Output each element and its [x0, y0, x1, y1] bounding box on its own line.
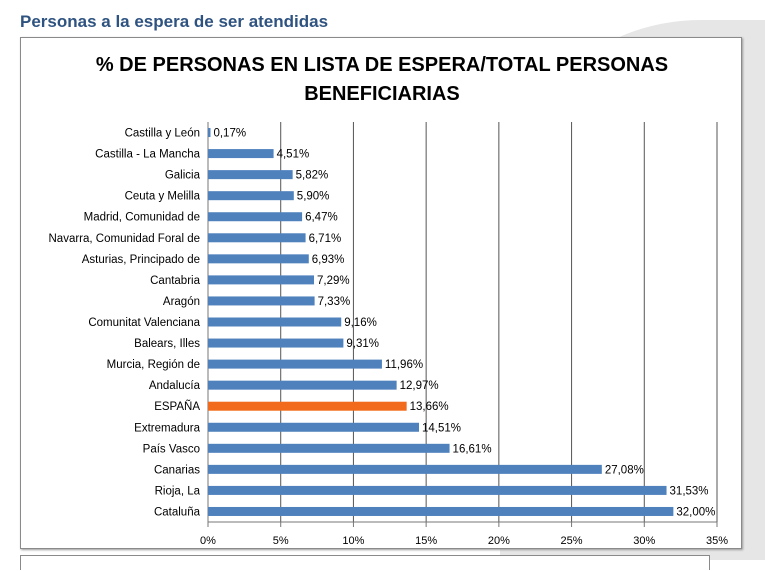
bar — [208, 233, 306, 243]
data-label: 7,29% — [317, 275, 350, 287]
category-label: Ceuta y Melilla — [125, 191, 201, 203]
data-label: 14,51% — [422, 422, 461, 434]
bar — [208, 170, 293, 180]
bar — [208, 254, 309, 264]
data-label: 6,93% — [312, 254, 345, 266]
bar — [208, 380, 397, 390]
data-label: 4,51% — [277, 149, 310, 161]
category-label: ESPAÑA — [154, 400, 200, 413]
data-label: 11,96% — [385, 359, 423, 371]
x-tick-label: 5% — [273, 535, 289, 547]
category-label: Aragón — [163, 296, 200, 308]
data-label: 6,47% — [305, 212, 338, 224]
bar — [208, 338, 344, 348]
x-tick-label: 0% — [200, 535, 216, 547]
category-label: Asturias, Principado de — [82, 254, 200, 266]
bar — [208, 128, 211, 138]
category-label: Madrid, Comunidad de — [84, 212, 200, 224]
bar — [208, 275, 315, 285]
data-label: 6,71% — [309, 233, 342, 245]
data-label: 32,00% — [676, 506, 715, 518]
bar — [208, 506, 674, 516]
bar — [208, 485, 667, 495]
x-tick-label: 20% — [488, 535, 510, 547]
bar — [208, 191, 294, 201]
x-tick-label: 30% — [633, 535, 655, 547]
bar — [208, 149, 274, 159]
category-label: Andalucía — [149, 380, 201, 392]
data-label: 13,66% — [410, 401, 449, 413]
bar — [208, 443, 450, 453]
category-label: Cantabria — [150, 275, 200, 287]
data-label: 0,17% — [213, 128, 246, 140]
bar — [208, 296, 315, 306]
bar — [208, 464, 602, 474]
data-label: 27,08% — [605, 464, 644, 476]
category-label: Balears, Illes — [134, 338, 200, 350]
page-heading: Personas a la espera de ser atendidas — [20, 12, 329, 31]
category-label: Comunitat Valenciana — [88, 317, 200, 329]
bar — [208, 317, 342, 327]
category-label: Castilla y León — [125, 128, 200, 140]
x-tick-label: 10% — [342, 535, 364, 547]
category-label: Navarra, Comunidad Foral de — [49, 233, 201, 245]
bar — [208, 212, 303, 222]
x-tick-label: 25% — [561, 535, 583, 547]
category-label: Castilla - La Mancha — [95, 149, 200, 161]
data-label: 9,31% — [346, 338, 379, 350]
bar — [208, 422, 420, 432]
second-panel — [20, 555, 710, 570]
data-label: 16,61% — [453, 443, 492, 455]
category-label: País Vasco — [143, 443, 200, 455]
bar — [208, 401, 407, 411]
data-label: 5,82% — [296, 170, 329, 182]
chart-container: % DE PERSONAS EN LISTA DE ESPERA/TOTAL P… — [20, 37, 742, 549]
bar — [208, 359, 382, 369]
bar-chart: % DE PERSONAS EN LISTA DE ESPERA/TOTAL P… — [49, 54, 729, 547]
category-label: Galicia — [165, 170, 201, 182]
category-label: Rioja, La — [155, 485, 201, 497]
data-label: 31,53% — [670, 485, 709, 497]
x-tick-label: 35% — [706, 535, 728, 547]
chart-title-line: % DE PERSONAS EN LISTA DE ESPERA/TOTAL P… — [96, 54, 668, 76]
data-label: 12,97% — [400, 380, 439, 392]
x-tick-label: 15% — [415, 535, 437, 547]
category-label: Extremadura — [134, 422, 200, 434]
category-label: Cataluña — [154, 506, 201, 518]
data-label: 7,33% — [318, 296, 351, 308]
chart-title-line: BENEFICIARIAS — [304, 83, 460, 105]
data-label: 9,16% — [344, 317, 377, 329]
category-label: Murcia, Región de — [107, 359, 200, 371]
category-label: Canarias — [154, 464, 200, 476]
data-label: 5,90% — [297, 191, 330, 203]
